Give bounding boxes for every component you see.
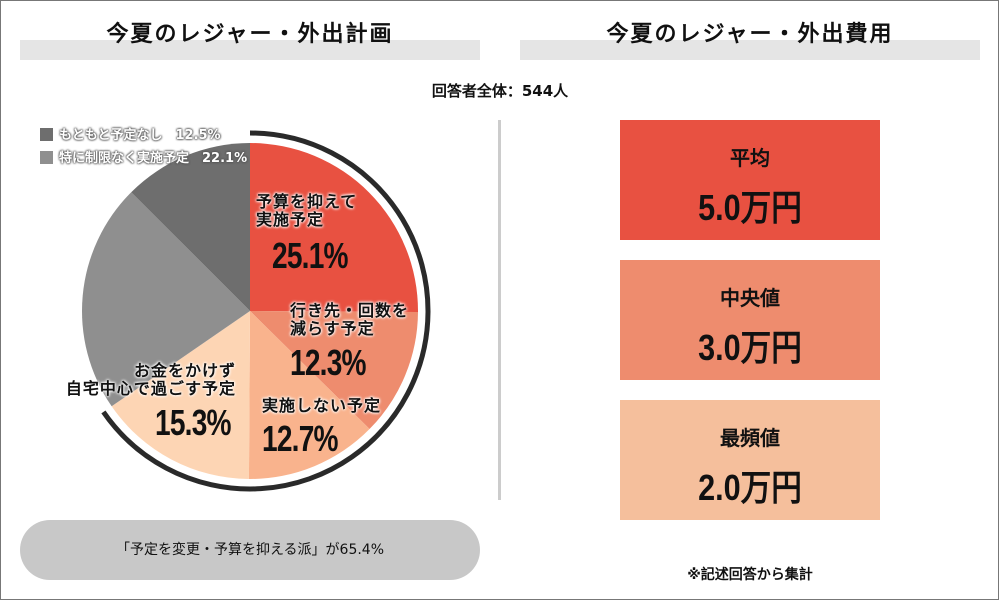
slice-label: 行き先・回数を 減らす予定 (290, 301, 410, 338)
stat-box-average: 平均 5.0万円 (620, 120, 880, 240)
slice-value: 15.3% (155, 402, 232, 443)
legend-swatch (40, 151, 53, 164)
slice-value: 25.1% (272, 235, 349, 276)
right-title-bar (520, 40, 980, 60)
legend-text: もともと予定なし 12.5% (59, 128, 221, 143)
right-title: 今夏のレジャー・外出費用 (606, 22, 894, 47)
legend-item: 特に制限なく実施予定 22.1% (40, 147, 247, 166)
pie-slice (82, 192, 250, 407)
highlight-arc (101, 130, 431, 492)
pie-slice (250, 311, 418, 430)
pie-chart (82, 130, 431, 492)
legend-item: もともと予定なし 12.5% (40, 124, 221, 143)
left-title: 今夏のレジャー・外出計画 (106, 22, 394, 47)
stat-label: 平均 (730, 146, 770, 170)
slice-label: お金をかけず 自宅中心で過ごす予定 (65, 361, 236, 398)
slice-label: 予算を抑えて 実施予定 (256, 192, 358, 229)
slice-value: 12.3% (290, 342, 367, 383)
stat-box-mode: 最頻値 2.0万円 (620, 400, 880, 520)
pie-slice (248, 311, 370, 479)
left-title-bar (20, 40, 480, 60)
stat-value: 5.0万円 (698, 187, 802, 228)
stat-box-median: 中央値 3.0万円 (620, 260, 880, 380)
pie-slice (111, 311, 251, 479)
legend-text: 特に制限なく実施予定 22.1% (59, 151, 248, 166)
footnote: ※記述回答から集計 (687, 567, 813, 583)
stat-value: 2.0万円 (698, 467, 802, 508)
summary-pill: 「予定を変更・予算を抑える派」が65.4% (20, 520, 480, 580)
stat-label: 中央値 (720, 286, 780, 310)
divider (498, 120, 501, 500)
pie-slice (131, 143, 250, 311)
pie-slice (250, 143, 418, 313)
legend-swatch (40, 128, 53, 141)
slice-label: 実施しない予定 (262, 396, 382, 415)
stat-value: 3.0万円 (698, 327, 802, 368)
stat-label: 最頻値 (720, 426, 780, 450)
slice-value: 12.7% (262, 418, 339, 459)
respondent-count: 回答者全体：544人 (431, 82, 569, 100)
